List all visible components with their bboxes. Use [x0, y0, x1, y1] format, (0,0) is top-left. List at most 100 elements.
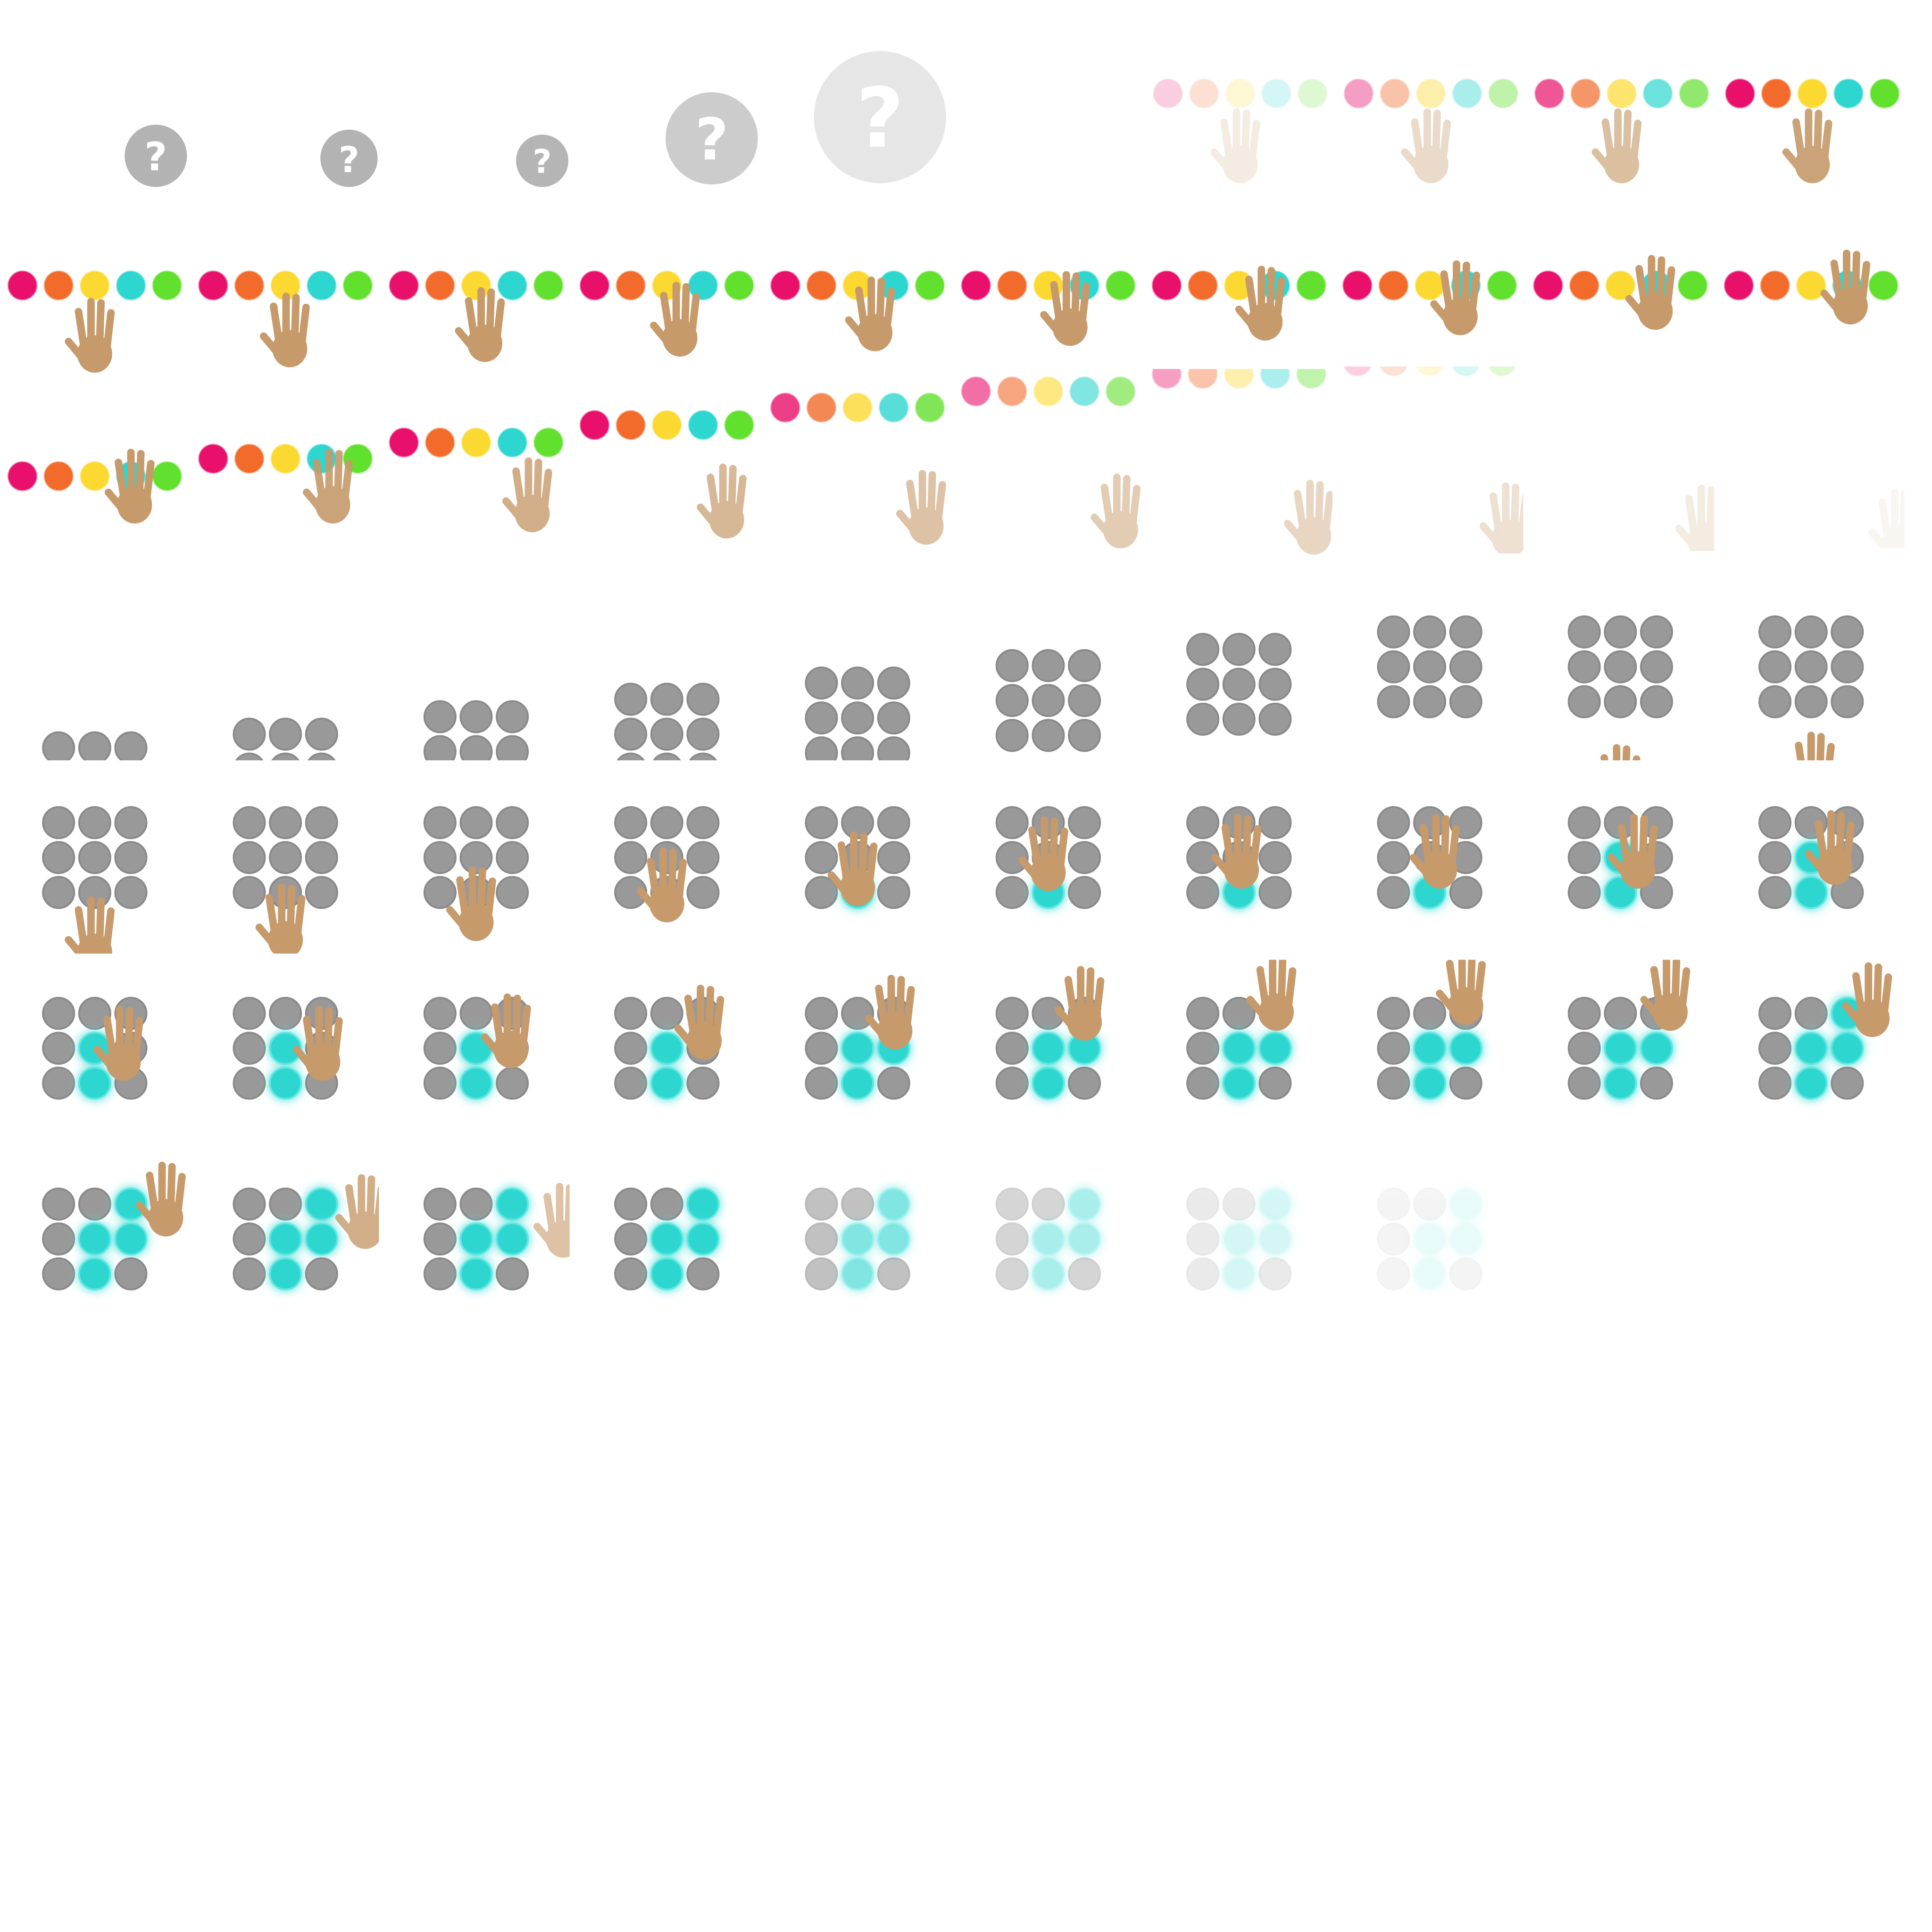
grid-touch-frame [42, 997, 148, 1100]
grid-rise-frame [233, 717, 338, 760]
grid-cell [1758, 650, 1792, 683]
grid-cell [1186, 1222, 1220, 1256]
grid-cell [305, 806, 338, 840]
color-dot [424, 426, 456, 458]
grid-cell [805, 876, 838, 909]
question-mark: ? [533, 143, 551, 181]
grid-cell [1032, 684, 1065, 717]
grid-cell [271, 752, 300, 760]
grid-rise-frame [423, 700, 529, 802]
lit-cell [1222, 1066, 1256, 1100]
grid-cell [1449, 1257, 1482, 1291]
grid-cell [1377, 1222, 1410, 1256]
grid-cell [78, 731, 111, 760]
lit-cell [114, 1187, 148, 1221]
touch-frame [1341, 264, 1518, 335]
lit-cell [269, 1257, 302, 1291]
grid-cell [1413, 997, 1447, 1030]
swipe-frame [1724, 334, 1916, 563]
lit-cell [650, 1257, 683, 1291]
color-dot [723, 269, 755, 301]
grid-cell [1758, 615, 1792, 649]
grid-rise-frame [1186, 633, 1292, 736]
grid-cell [459, 735, 493, 760]
grid-touch-frame [1758, 806, 1864, 909]
grid-touch-frame [1567, 806, 1674, 909]
grid-cell [459, 700, 493, 733]
grid-cell [805, 806, 838, 840]
grid-cell [1377, 1257, 1410, 1291]
grid-touch-frame [995, 970, 1102, 1100]
grid-cell [269, 806, 302, 840]
hand [700, 467, 744, 539]
lit-cell [1258, 1222, 1292, 1256]
grid-cell [425, 771, 456, 802]
grid-touch-frame [805, 978, 912, 1100]
color-dot [1450, 366, 1481, 378]
grid-cell [1068, 719, 1101, 752]
grid-touch-frame [1567, 960, 1688, 1100]
color-dot [233, 442, 266, 475]
grid-cell [496, 806, 529, 840]
grid-fade-frame [233, 1178, 383, 1291]
question-frame: ? [320, 129, 378, 187]
fade-in-frame [1342, 77, 1519, 183]
hand [68, 900, 112, 971]
color-dot [1378, 366, 1409, 378]
question-badge [516, 134, 569, 187]
grid-cell [496, 1257, 529, 1291]
grid-cell [42, 731, 75, 760]
grid-touch-frame [233, 806, 338, 958]
grid-cell [1567, 615, 1601, 649]
hand [1440, 954, 1483, 1025]
grid-cell [877, 736, 910, 760]
color-dot [1569, 77, 1602, 109]
grid-cell [1413, 1187, 1447, 1221]
grid-cell [423, 1066, 457, 1100]
swipe-frame [769, 391, 945, 545]
grid-rise-frame [1377, 615, 1482, 718]
grid-cell [1258, 876, 1292, 909]
color-dot [1188, 77, 1220, 109]
color-dot [1104, 375, 1137, 408]
grid-cell [614, 1187, 648, 1221]
color-dot [460, 426, 492, 458]
grid-cell [42, 876, 75, 909]
touch-frame [769, 269, 946, 351]
grid-rise-frame [1758, 615, 1864, 807]
lit-cell [1258, 1032, 1292, 1065]
grid-cell [1186, 633, 1220, 666]
grid-cell [686, 717, 720, 751]
grid-cell [805, 701, 838, 735]
lit-cell [686, 1187, 720, 1221]
lit-cell [459, 1257, 493, 1291]
grid-cell [1258, 633, 1292, 666]
lit-cell [459, 1066, 493, 1100]
grid-cell [1567, 685, 1601, 718]
question-mark: ? [339, 139, 359, 181]
grid-cell [423, 735, 457, 760]
hand [900, 474, 943, 545]
grid-cell [1377, 841, 1410, 874]
hand [1786, 112, 1830, 183]
grid-cell [614, 806, 648, 840]
color-dot [996, 269, 1028, 301]
grid-cell [496, 1066, 529, 1100]
lit-cell [841, 1222, 874, 1256]
grid-fade-frame [805, 1187, 910, 1291]
color-dot [1606, 77, 1638, 109]
grid-cell [1032, 719, 1065, 752]
swipe-frame [1342, 366, 1527, 558]
lit-cell [459, 1222, 493, 1256]
color-dot [723, 409, 755, 441]
grid-cell [42, 1222, 75, 1256]
grid-cell [1567, 1066, 1601, 1100]
grid-cell [78, 1187, 111, 1221]
grid-cell [614, 1257, 648, 1291]
lit-cell [1449, 1187, 1482, 1221]
grid-cell [423, 876, 457, 909]
grid-cell [1449, 685, 1482, 718]
lit-cell [1222, 1257, 1256, 1291]
grid-cell [1567, 806, 1601, 840]
lit-cell [1794, 1066, 1828, 1100]
